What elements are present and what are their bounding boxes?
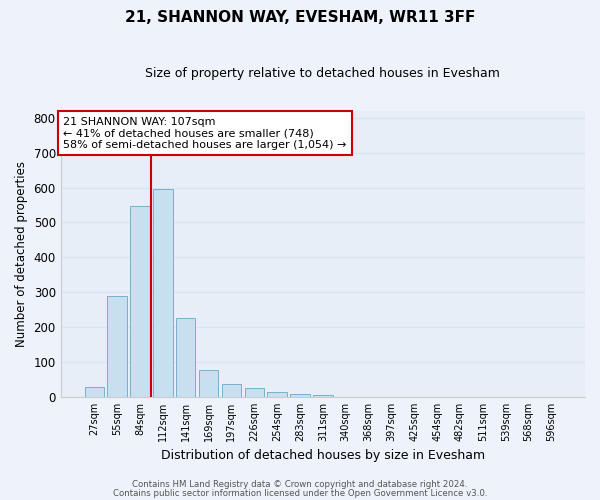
- Bar: [176, 318, 196, 397]
- Bar: [153, 190, 173, 397]
- Bar: [290, 394, 310, 397]
- Text: Contains public sector information licensed under the Open Government Licence v3: Contains public sector information licen…: [113, 488, 487, 498]
- Bar: [199, 370, 218, 397]
- Bar: [130, 206, 149, 397]
- X-axis label: Distribution of detached houses by size in Evesham: Distribution of detached houses by size …: [161, 450, 485, 462]
- Text: Contains HM Land Registry data © Crown copyright and database right 2024.: Contains HM Land Registry data © Crown c…: [132, 480, 468, 489]
- Bar: [85, 387, 104, 397]
- Bar: [268, 392, 287, 397]
- Bar: [107, 296, 127, 397]
- Bar: [221, 384, 241, 397]
- Text: 21 SHANNON WAY: 107sqm
← 41% of detached houses are smaller (748)
58% of semi-de: 21 SHANNON WAY: 107sqm ← 41% of detached…: [63, 116, 347, 150]
- Bar: [245, 388, 264, 397]
- Bar: [313, 395, 332, 397]
- Title: Size of property relative to detached houses in Evesham: Size of property relative to detached ho…: [145, 68, 500, 80]
- Text: 21, SHANNON WAY, EVESHAM, WR11 3FF: 21, SHANNON WAY, EVESHAM, WR11 3FF: [125, 10, 475, 25]
- Y-axis label: Number of detached properties: Number of detached properties: [15, 161, 28, 347]
